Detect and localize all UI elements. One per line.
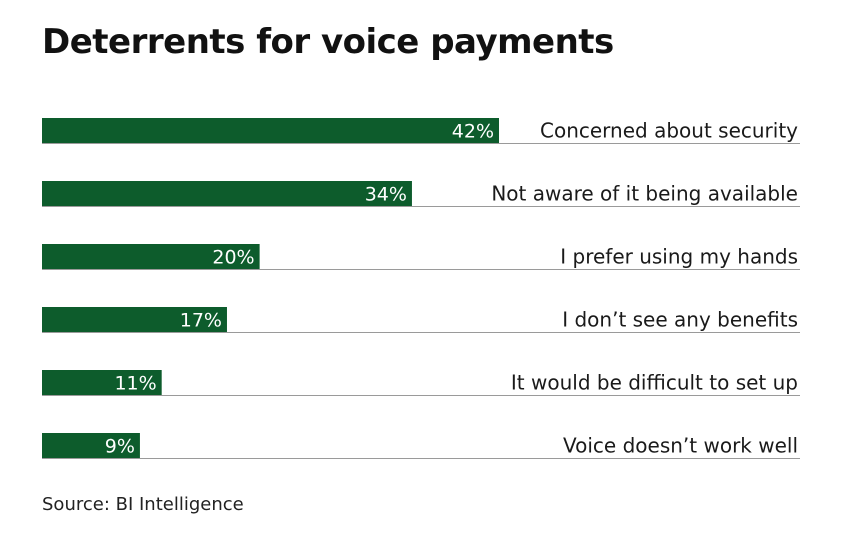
bar-row: 17% I don’t see any benefits <box>42 307 800 333</box>
category-label: It would be difficult to set up <box>511 371 798 395</box>
source-note: Source: BI Intelligence <box>42 494 244 515</box>
category-label: Not aware of it being available <box>491 182 798 206</box>
bar <box>42 118 499 143</box>
chart-title: Deterrents for voice payments <box>42 22 614 62</box>
category-label: I prefer using my hands <box>560 245 798 269</box>
bar-value-label: 42% <box>452 121 494 143</box>
bar-value-label: 11% <box>114 373 156 395</box>
bar <box>42 370 162 395</box>
category-label: Concerned about security <box>540 119 798 143</box>
category-label: I don’t see any benefits <box>562 308 798 332</box>
bar <box>42 307 227 332</box>
bar <box>42 244 260 269</box>
bar-value-label: 17% <box>180 310 222 332</box>
bar-row: 42% Concerned about security <box>42 118 800 144</box>
bar-row: 20% I prefer using my hands <box>42 244 800 270</box>
bar-value-label: 9% <box>105 436 135 458</box>
bar-row: 11% It would be difficult to set up <box>42 370 800 396</box>
bars-group: 42% Concerned about security 34% Not aware … <box>42 118 800 459</box>
bar-value-label: 20% <box>212 247 254 269</box>
bar <box>42 433 140 458</box>
bar-row: 34% Not aware of it being available <box>42 181 800 207</box>
category-label: Voice doesn’t work well <box>563 434 798 458</box>
bar-value-label: 34% <box>365 184 407 206</box>
bar-row: 9% Voice doesn’t work well <box>42 433 800 459</box>
bar <box>42 181 412 206</box>
